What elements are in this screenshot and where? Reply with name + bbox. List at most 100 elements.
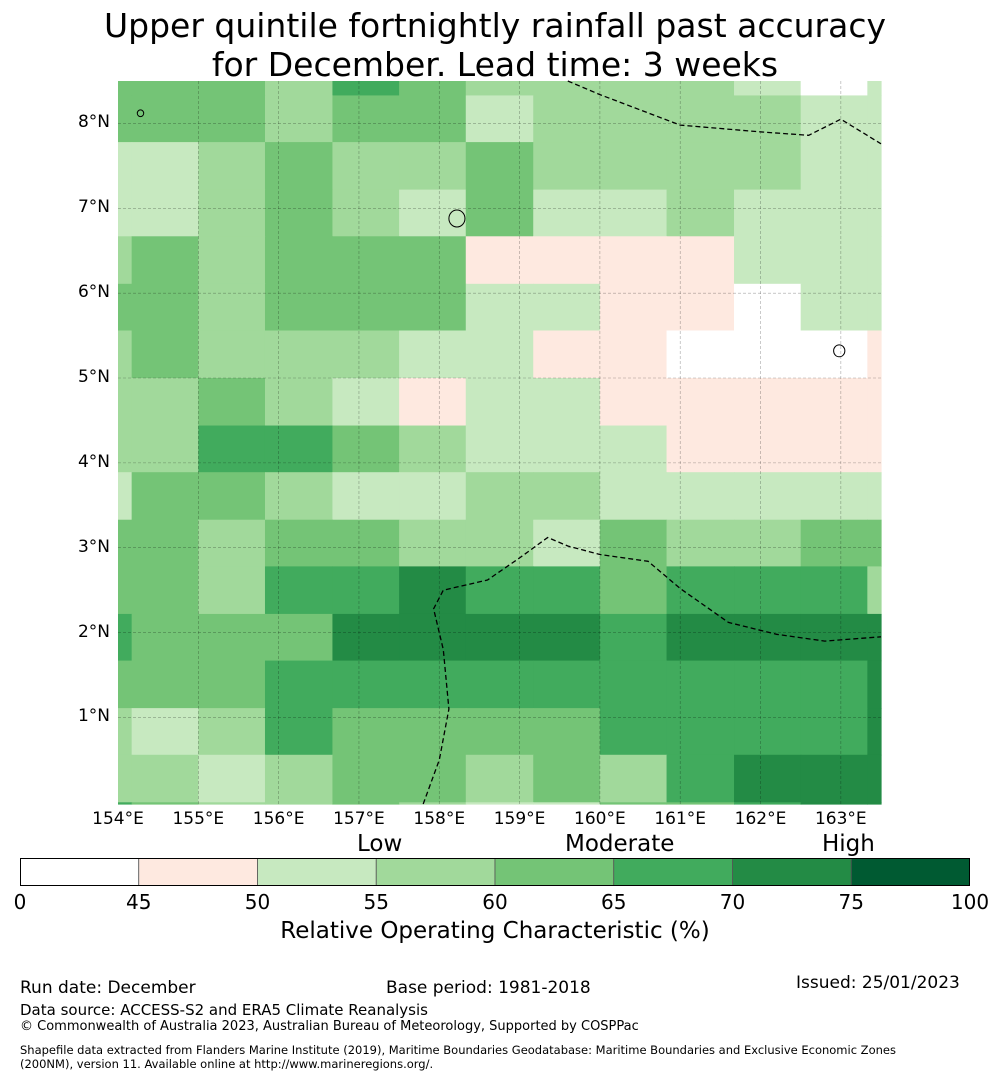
map-cell bbox=[666, 283, 735, 332]
map-cell bbox=[734, 802, 802, 805]
map-cell bbox=[399, 519, 467, 567]
map-cell bbox=[264, 802, 334, 805]
map-cell bbox=[465, 95, 534, 143]
map-cell bbox=[666, 519, 735, 567]
lat-label: 1°N bbox=[77, 706, 110, 727]
map-cell bbox=[332, 566, 400, 615]
map-cell bbox=[131, 519, 199, 567]
map-cell bbox=[734, 754, 802, 803]
colorbar-segment bbox=[375, 858, 496, 886]
map-cell bbox=[734, 425, 802, 473]
colorbar-segment bbox=[850, 858, 970, 886]
map-cell bbox=[666, 142, 735, 191]
issued-date: Issued: 25/01/2023 bbox=[796, 973, 960, 993]
map-cell bbox=[399, 708, 467, 756]
map-cell bbox=[264, 519, 334, 567]
map-cell bbox=[198, 81, 266, 97]
map-cell bbox=[800, 708, 868, 756]
map-cell bbox=[599, 708, 668, 756]
map-cell bbox=[131, 81, 199, 97]
map-cell bbox=[666, 330, 735, 379]
map-cell bbox=[666, 613, 735, 662]
map-cell bbox=[118, 142, 133, 191]
map-cell bbox=[533, 189, 601, 237]
map-cell bbox=[399, 95, 467, 143]
map-cell bbox=[867, 519, 882, 567]
base-period: Base period: 1981-2018 bbox=[386, 978, 591, 998]
map-cell bbox=[800, 81, 868, 97]
map-cell bbox=[118, 378, 133, 427]
map-cell bbox=[198, 378, 266, 427]
map-cell bbox=[465, 802, 534, 805]
map-cell bbox=[800, 519, 868, 567]
map-cell bbox=[734, 519, 802, 567]
shapefile-credit-line-2: (200NM), version 11. Available online at… bbox=[20, 1057, 434, 1071]
map-cell bbox=[800, 95, 868, 143]
map-cell bbox=[599, 425, 668, 473]
map-cell bbox=[399, 378, 467, 427]
island-islet-8n bbox=[136, 109, 145, 118]
map-cell bbox=[599, 519, 668, 567]
map-cell bbox=[332, 378, 400, 427]
colorbar-tick-label: 45 bbox=[126, 890, 152, 914]
map-cell bbox=[533, 566, 601, 615]
map-cell bbox=[332, 236, 400, 285]
map-cell bbox=[332, 283, 400, 332]
map-cell bbox=[399, 189, 467, 237]
map-cell bbox=[332, 802, 400, 805]
map-cell bbox=[734, 566, 802, 615]
map-cell bbox=[332, 660, 400, 709]
map-cell bbox=[118, 613, 133, 662]
map-cell bbox=[332, 754, 400, 803]
lat-label: 4°N bbox=[77, 451, 110, 472]
title-line-1: Upper quintile fortnightly rainfall past… bbox=[103, 6, 887, 45]
map-cell bbox=[131, 708, 199, 756]
map-cell bbox=[264, 613, 334, 662]
lat-label: 2°N bbox=[77, 621, 110, 642]
map-cell bbox=[599, 283, 668, 332]
map-cell bbox=[399, 81, 467, 97]
lon-label: 161°E bbox=[654, 809, 707, 829]
map-cell bbox=[118, 754, 133, 803]
map-cell bbox=[734, 613, 802, 662]
map-cell bbox=[533, 142, 601, 191]
map-cell bbox=[867, 283, 882, 332]
map-cell bbox=[533, 802, 601, 805]
map-cell bbox=[533, 472, 601, 521]
map-cell bbox=[399, 330, 467, 379]
map-cell bbox=[666, 472, 735, 521]
map-cell bbox=[131, 330, 199, 379]
map-cell bbox=[399, 142, 467, 191]
map-cell bbox=[599, 378, 668, 427]
map-cell bbox=[198, 566, 266, 615]
map-cell bbox=[264, 566, 334, 615]
map-cell bbox=[332, 95, 400, 143]
map-cell bbox=[666, 425, 735, 473]
colorbar-tick-label: 60 bbox=[482, 890, 508, 914]
map-cell bbox=[599, 660, 668, 709]
map-cell bbox=[332, 330, 400, 379]
map-cell bbox=[867, 95, 882, 143]
island-kosrae bbox=[833, 344, 846, 358]
title-line-2: for December. Lead time: 3 weeks bbox=[211, 45, 779, 84]
lat-label: 7°N bbox=[77, 197, 110, 218]
map-cell bbox=[264, 378, 334, 427]
map-cell bbox=[800, 142, 868, 191]
map-cell bbox=[118, 472, 133, 521]
map-cell bbox=[198, 802, 266, 805]
map-cell bbox=[666, 378, 735, 427]
map-cell bbox=[198, 142, 266, 191]
map-cell bbox=[666, 802, 735, 805]
colorbar-label: Relative Operating Characteristic (%) bbox=[280, 918, 710, 944]
map-cell bbox=[118, 708, 133, 756]
map-cell bbox=[465, 378, 534, 427]
map-cell bbox=[131, 566, 199, 615]
map-cell bbox=[867, 330, 882, 379]
lon-label: 163°E bbox=[814, 809, 867, 829]
colorbar-segment bbox=[257, 858, 377, 886]
map-cell bbox=[399, 802, 467, 805]
colorbar-tick-label: 0 bbox=[13, 890, 27, 914]
map-cell bbox=[533, 708, 601, 756]
map-cell bbox=[131, 378, 199, 427]
colorbar-segment bbox=[732, 858, 852, 886]
